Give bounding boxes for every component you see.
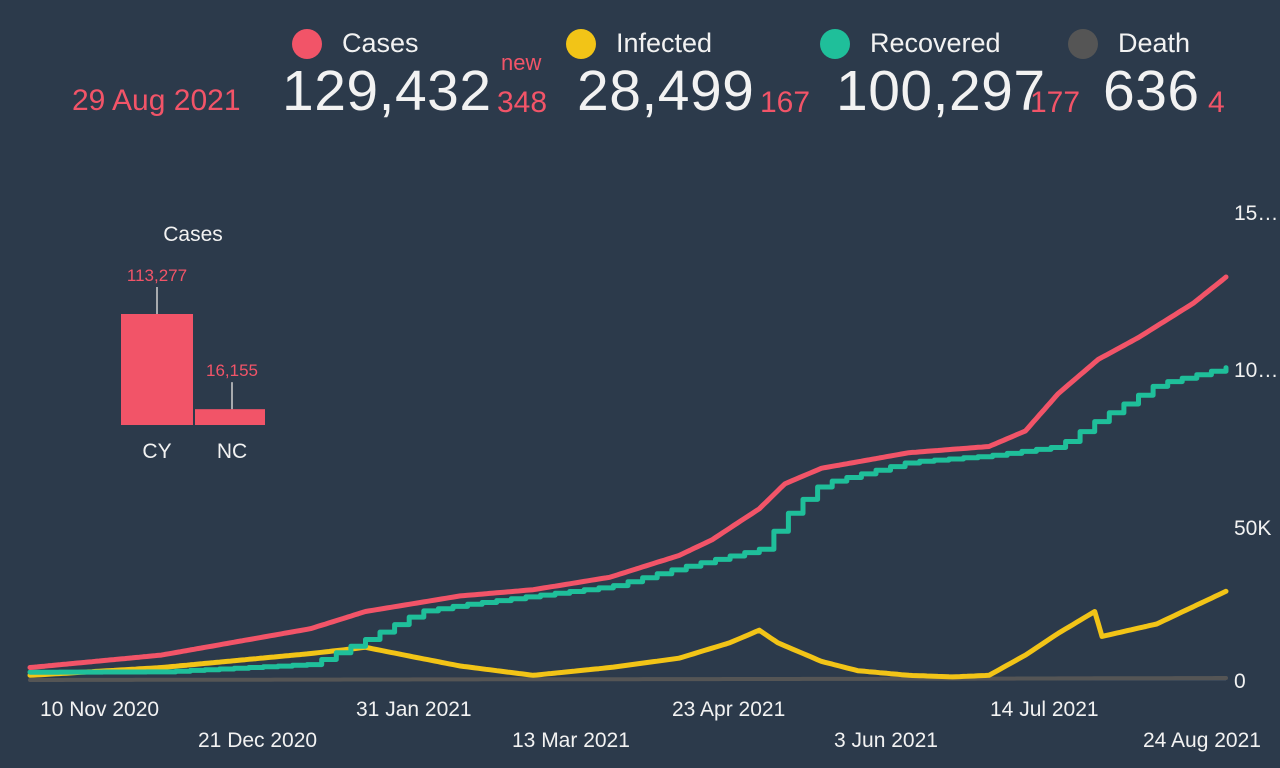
recovered-total: 100,297 — [836, 59, 1046, 123]
x-tick-label: 14 Jul 2021 — [990, 698, 1099, 721]
x-tick-label: 24 Aug 2021 — [1143, 729, 1261, 752]
x-tick-label: 23 Apr 2021 — [672, 698, 785, 721]
legend-dot-infected — [566, 28, 596, 59]
mini-chart-title: Cases — [163, 223, 223, 246]
x-tick-label: 3 Jun 2021 — [834, 729, 938, 752]
legend-dot-death — [1068, 28, 1098, 59]
infected-total: 28,499 — [577, 59, 755, 123]
legend-item-recovered[interactable]: Recovered — [820, 28, 1001, 59]
death-new: 4 — [1208, 86, 1225, 119]
legend-label-death: Death — [1118, 28, 1191, 58]
report-date: 29 Aug 2021 — [72, 84, 241, 117]
series-line-infected — [27, 588, 1229, 680]
legend-item-cases[interactable]: Cases — [292, 28, 419, 59]
infected-new: 167 — [760, 86, 811, 119]
recovered-new: 177 — [1030, 86, 1081, 119]
bar-value-label: 16,155 — [206, 361, 258, 380]
x-tick-label: 13 Mar 2021 — [512, 729, 630, 752]
bar-category-label: CY — [142, 440, 171, 463]
legend-label-cases: Cases — [342, 28, 419, 58]
bar-value-label: 113,277 — [127, 266, 187, 285]
cases-total: 129,432 — [282, 59, 492, 123]
bar-category-label: NC — [217, 440, 247, 463]
series-line-cases — [27, 274, 1229, 670]
x-tick-label: 31 Jan 2021 — [356, 698, 472, 721]
bar-nc — [195, 409, 265, 425]
y-tick-label: 10… — [1234, 359, 1278, 382]
legend-label-recovered: Recovered — [870, 28, 1001, 58]
y-tick-label: 0 — [1234, 670, 1246, 693]
legend-label-infected: Infected — [616, 28, 713, 58]
bar-cy — [121, 314, 193, 425]
y-tick-label: 50K — [1234, 517, 1271, 540]
x-tick-label: 10 Nov 2020 — [40, 698, 159, 721]
death-total: 636 — [1103, 59, 1200, 123]
series-line-recovered — [27, 365, 1229, 675]
series-line-death — [28, 676, 1228, 682]
cases-new: 348 — [497, 86, 548, 119]
legend-dot-recovered — [820, 28, 850, 59]
legend-dot-cases — [292, 28, 322, 59]
x-tick-label: 21 Dec 2020 — [198, 729, 317, 752]
y-tick-label: 15… — [1234, 202, 1278, 225]
legend-item-infected[interactable]: Infected — [566, 28, 712, 59]
legend-item-death[interactable]: Death — [1068, 28, 1190, 59]
new-label: new — [501, 50, 542, 75]
